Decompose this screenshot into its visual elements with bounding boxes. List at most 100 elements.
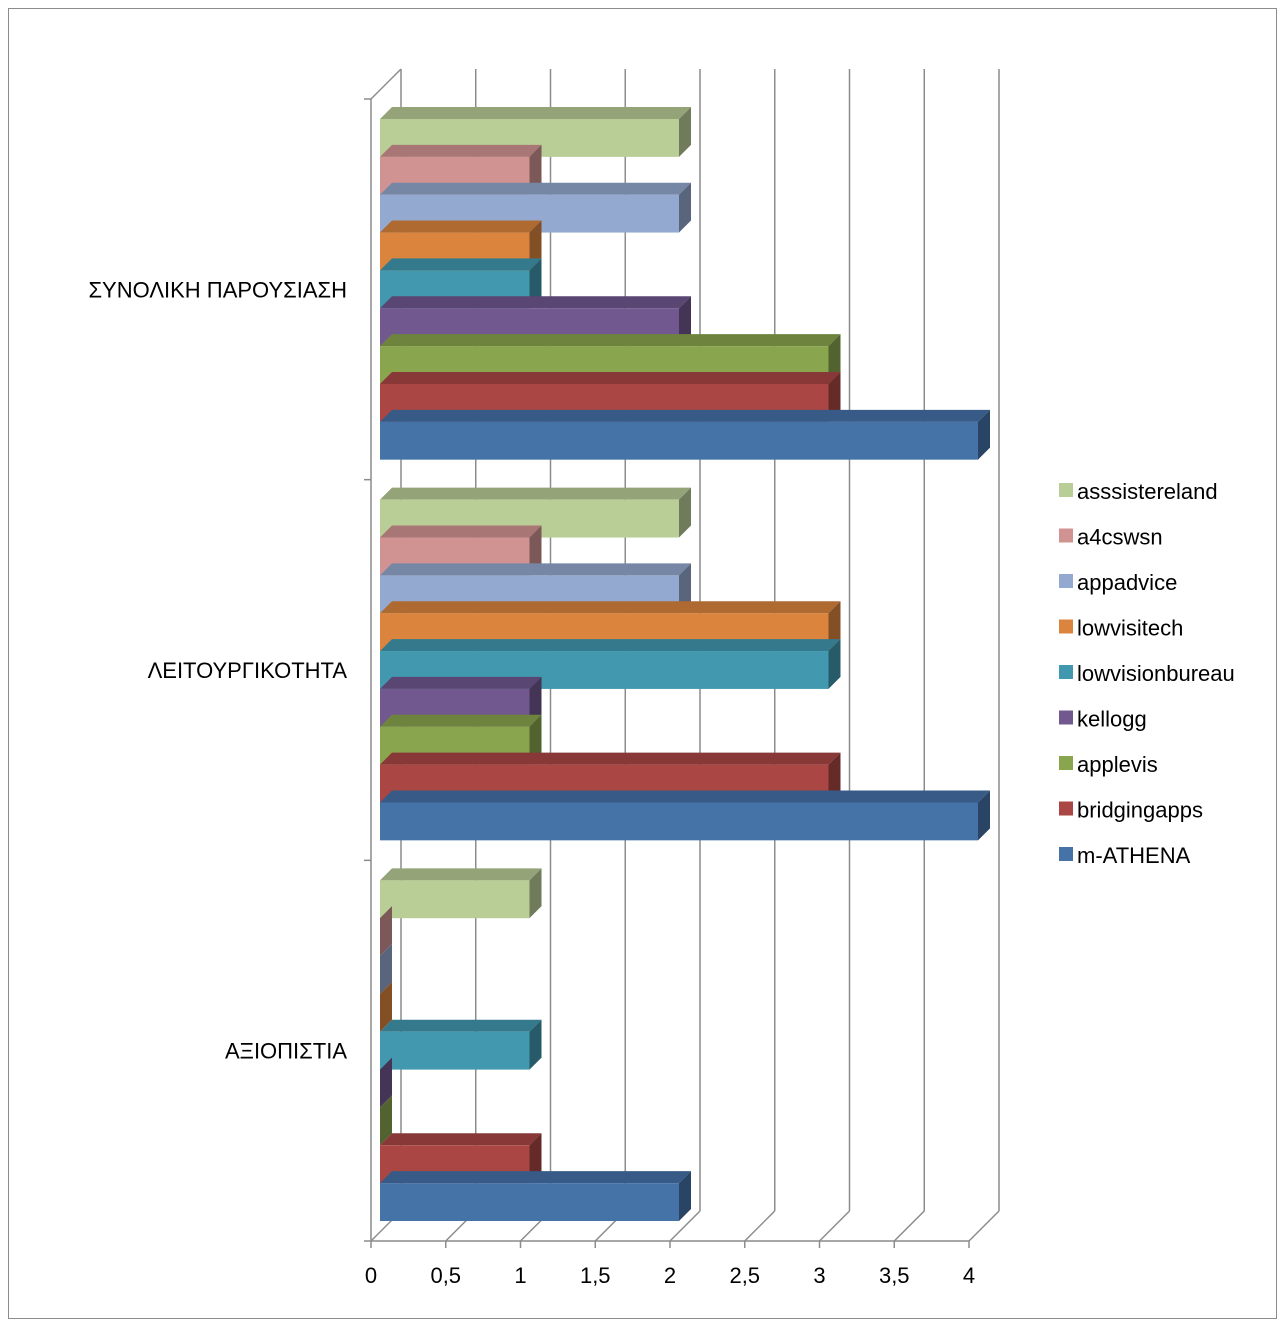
bar-top-face <box>380 525 542 538</box>
category-label: ΛΕΙΤΟΥΡΓΙΚΟΤΗΤΑ <box>148 658 348 683</box>
bar-side-face <box>828 639 841 689</box>
bar-top-face <box>380 144 542 157</box>
bar-top-face <box>380 752 841 765</box>
bar-side-face <box>529 220 542 271</box>
bars <box>380 107 990 1221</box>
x-tick-label: 2,5 <box>729 1263 760 1288</box>
legend-swatch <box>1059 756 1073 770</box>
floor-gridline <box>893 1210 925 1242</box>
bar-side-face <box>828 371 841 422</box>
legend-item: lowvisionbureau <box>1059 661 1235 686</box>
bar-m-ATHENA-0 <box>380 1171 691 1221</box>
bar-top-face <box>380 790 990 803</box>
bar-side-face <box>529 676 542 727</box>
bar-top-face <box>380 107 691 119</box>
bar-top-face <box>380 371 841 384</box>
bar-top-face <box>380 334 841 347</box>
legend-swatch <box>1059 847 1073 861</box>
bar-a4cswsn-0 <box>380 906 392 957</box>
legend-item: appadvice <box>1059 570 1177 595</box>
chart-frame: 0 0,5 1 1,5 2 2,5 3 3,5 4 ΑΞΙΟΠΙΣΤΙΑ ΛΕΙΤΟΥΡΓΙΚΟΤΗ… <box>8 8 1277 1319</box>
bar-side-face <box>380 1057 392 1108</box>
floor-gridline <box>818 1210 851 1242</box>
bar-side-face <box>679 296 691 347</box>
bar-top-face <box>380 1019 542 1032</box>
legend-item: applevis <box>1059 752 1158 777</box>
bar-side-face <box>828 334 841 384</box>
legend-swatch <box>1059 665 1073 679</box>
wall-edge <box>370 68 402 100</box>
x-tick-label: 2 <box>664 1263 676 1288</box>
bar-side-face <box>679 107 691 157</box>
bar-front-face <box>380 421 978 460</box>
floor-gridline <box>744 1210 776 1242</box>
legend-label: appadvice <box>1077 570 1177 595</box>
bar-side-face <box>529 525 542 576</box>
legend-item: lowvisitech <box>1059 616 1183 641</box>
floor-gridline <box>669 1210 701 1242</box>
bar-chart: 0 0,5 1 1,5 2 2,5 3 3,5 4 ΑΞΙΟΠΙΣΤΙΑ ΛΕΙΤΟΥΡΓΙΚΟΤΗ… <box>88 68 1235 1288</box>
bar-side-face <box>529 1019 542 1070</box>
legend-swatch <box>1059 483 1073 497</box>
legend-swatch <box>1059 574 1073 588</box>
bar-m-ATHENA-1 <box>380 790 990 841</box>
legend: asssistereland a4cswsn appadvice lowvisitec… <box>1059 479 1235 868</box>
bar-side-face <box>529 868 542 919</box>
legend-label: lowvisitech <box>1077 616 1183 641</box>
bar-side-face <box>380 981 392 1032</box>
legend-item: bridgingapps <box>1059 798 1203 823</box>
bar-front-face <box>380 1031 530 1070</box>
bar-top-face <box>380 601 841 614</box>
bar-appadvice-0 <box>380 944 392 994</box>
legend-item: asssistereland <box>1059 479 1218 504</box>
legend-swatch <box>1059 619 1073 634</box>
legend-item: kellogg <box>1059 707 1147 732</box>
bar-side-face <box>529 1133 542 1184</box>
bar-side-face <box>828 601 841 652</box>
bar-top-face <box>380 1171 691 1184</box>
bar-top-face <box>380 409 990 422</box>
legend-item: m-ATHENA <box>1059 843 1191 868</box>
bar-side-face <box>529 144 542 195</box>
bar-side-face <box>529 258 542 309</box>
bar-side-face <box>380 944 392 994</box>
x-tick-label: 1 <box>514 1263 526 1288</box>
legend-label: kellogg <box>1077 707 1147 732</box>
bar-top-face <box>380 296 691 309</box>
legend-swatch <box>1059 710 1073 725</box>
bar-front-face <box>380 1183 679 1221</box>
bar-top-face <box>380 639 841 652</box>
bar-top-face <box>380 563 691 576</box>
x-tick-label: 4 <box>963 1263 975 1288</box>
bar-front-face <box>380 802 978 841</box>
legend-swatch <box>1059 528 1073 543</box>
legend-swatch <box>1059 801 1073 816</box>
x-tick-label: 1,5 <box>580 1263 611 1288</box>
legend-label: a4cswsn <box>1077 525 1163 550</box>
bar-top-face <box>380 868 542 881</box>
bar-asssistereland-0 <box>380 868 542 919</box>
x-tick-label: 0 <box>365 1263 377 1288</box>
bar-front-face <box>380 880 530 919</box>
bar-top-face <box>380 182 691 195</box>
bar-m-ATHENA-2 <box>380 409 990 460</box>
bar-side-face <box>978 790 990 841</box>
bar-applevis-0 <box>380 1095 392 1146</box>
bar-kellogg-0 <box>380 1057 392 1108</box>
legend-label: asssistereland <box>1077 479 1218 504</box>
bar-side-face <box>679 563 691 614</box>
legend-label: applevis <box>1077 752 1158 777</box>
legend-item: a4cswsn <box>1059 525 1163 550</box>
bar-side-face <box>380 906 392 957</box>
legend-label: m-ATHENA <box>1077 843 1191 868</box>
bar-side-face <box>679 1171 691 1221</box>
x-tick-label: 3,5 <box>879 1263 910 1288</box>
category-label: ΣΥΝΟΛΙΚΗ ΠΑΡΟΥΣΙΑΣΗ <box>88 277 347 302</box>
bar-lowvisitech-0 <box>380 981 392 1032</box>
bar-side-face <box>529 714 542 765</box>
bar-lowvisionbureau-0 <box>380 1019 542 1070</box>
bar-side-face <box>679 487 691 538</box>
x-tick-label: 3 <box>813 1263 825 1288</box>
legend-label: lowvisionbureau <box>1077 661 1235 686</box>
x-tick-label: 0,5 <box>430 1263 461 1288</box>
